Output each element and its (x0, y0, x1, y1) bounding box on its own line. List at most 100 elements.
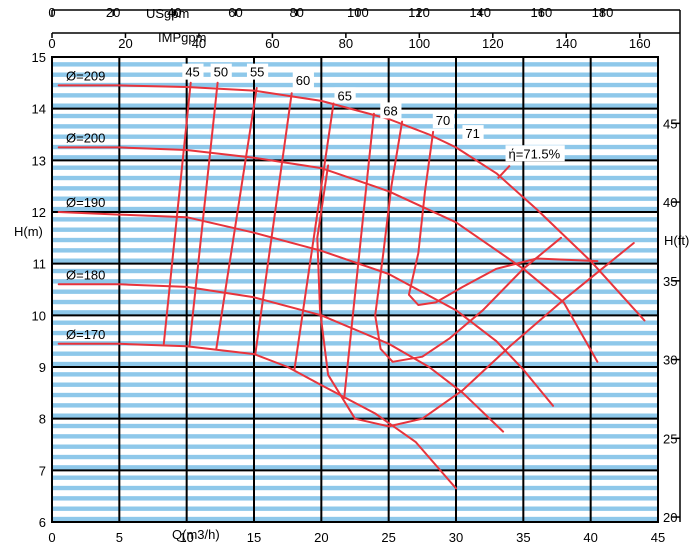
x-tick-label: 20 (314, 530, 328, 545)
band-stripe (52, 279, 658, 284)
band-stripe (52, 196, 658, 201)
right-tick-label: 30 (663, 353, 677, 368)
head-curve (57, 146, 599, 363)
band-stripe (52, 341, 658, 346)
impgpm-tick-label: 60 (265, 36, 279, 51)
efficiency-label: 55 (250, 65, 264, 80)
efficiency-label: 45 (185, 65, 199, 80)
right-tick-label: 25 (663, 431, 677, 446)
y-tick-label: 12 (32, 205, 46, 220)
efficiency-loop (316, 164, 635, 428)
band-stripe (52, 413, 658, 418)
band-stripe (52, 320, 658, 325)
labels: Ø=209 Ø=200 Ø=190 Ø=180 Ø=170 45 50 55 60 65 68 70 7… (66, 63, 565, 342)
band-stripe (52, 175, 658, 181)
efficiency-label-bg (505, 145, 565, 162)
efficiency-label: 71 (465, 126, 479, 141)
band-stripe (52, 217, 658, 222)
x-tick-label: 30 (449, 530, 463, 545)
top-axis-label-usgpm: USgpm (146, 6, 189, 21)
impgpm-tick-label: 0 (48, 36, 55, 51)
right-tick-label: 35 (663, 274, 677, 289)
x-tick-label: 25 (381, 530, 395, 545)
band-stripe (52, 444, 658, 449)
usgpm-tick-label: 40 (167, 5, 181, 20)
band-stripe (52, 206, 658, 212)
band-stripe (52, 62, 658, 67)
band-stripe (52, 144, 658, 150)
band-stripe (52, 423, 658, 429)
efficiency-pointer (497, 164, 511, 180)
band-stripe (52, 392, 658, 398)
efficiency-label-bg (462, 125, 484, 142)
band-stripe (52, 72, 658, 77)
band-stripe (52, 475, 658, 480)
band-stripe (52, 496, 658, 501)
band-stripe (52, 361, 658, 367)
head-curve (57, 342, 457, 490)
impgpm-tick-label: 80 (339, 36, 353, 51)
efficiency-label: ή=71.5% (509, 146, 561, 161)
impgpm-tick-label: 100 (408, 36, 430, 51)
efficiency-label-bg (292, 71, 314, 88)
usgpm-tick-label: 20 (106, 5, 120, 20)
band-stripe (52, 258, 658, 263)
band-stripe (52, 268, 658, 274)
usgpm-tick-label: 80 (289, 5, 303, 20)
curves (57, 81, 646, 490)
y-tick-label: 8 (39, 412, 46, 427)
usgpm-tick-label: 160 (531, 5, 553, 20)
band-stripe (52, 506, 658, 511)
band-stripe (52, 310, 658, 315)
usgpm-tick-label: 0 (48, 5, 55, 20)
efficiency-line (254, 92, 293, 356)
band-stripe (52, 403, 658, 408)
band-stripe (52, 372, 658, 377)
left-axis-label: H(m) (14, 224, 43, 239)
efficiency-label: 65 (337, 88, 351, 103)
band-stripe (52, 103, 658, 108)
efficiency-label: 50 (214, 65, 228, 80)
band-stripe (52, 434, 658, 439)
y-tick-label: 7 (39, 463, 46, 478)
y-tick-label: 15 (32, 50, 46, 65)
band-stripe (52, 155, 658, 160)
band-stripe (52, 186, 658, 191)
y-tick-label: 13 (32, 153, 46, 168)
x-tick-label: 15 (247, 530, 261, 545)
efficiency-line (215, 87, 258, 350)
right-tick-label: 40 (663, 195, 677, 210)
x-tick-label: 35 (516, 530, 530, 545)
band-stripe (52, 485, 658, 491)
usgpm-tick-label: 140 (469, 5, 491, 20)
band-stripe (52, 330, 658, 336)
band-stripe (52, 82, 658, 88)
efficiency-line (162, 81, 192, 345)
usgpm-tick-label: 180 (592, 5, 614, 20)
impgpm-tick-label: 160 (629, 36, 651, 51)
head-curve-label: Ø=180 (66, 267, 105, 282)
efficiency-label-bg (380, 102, 402, 119)
band-stripe (52, 465, 658, 470)
x-tick-label: 40 (583, 530, 597, 545)
band-stripe (52, 165, 658, 170)
efficiency-line (188, 81, 219, 348)
impgpm-tick-label: 20 (118, 36, 132, 51)
x-tick-label: 0 (48, 530, 55, 545)
band-stripe (52, 516, 658, 522)
efficiency-label-bg (210, 63, 232, 80)
band-stripe (52, 134, 658, 139)
band-stripe (52, 237, 658, 243)
bottom-axis-label: Q(m3/h) (172, 527, 220, 542)
ticks: 0 5 10 15 20 25 30 35 40 45 6 7 8 9 10 11 12 13 14 15 20 25 30… (32, 5, 680, 545)
efficiency-line (343, 112, 375, 399)
y-tick-label: 9 (39, 360, 46, 375)
y-tick-label: 10 (32, 308, 46, 323)
band-stripe (52, 227, 658, 232)
y-tick-label: 6 (39, 515, 46, 530)
top-axis-label-impgpm: IMPgpm (158, 30, 206, 45)
plot-frame (51, 9, 681, 523)
head-curve (57, 84, 646, 322)
background-bands (52, 62, 658, 522)
